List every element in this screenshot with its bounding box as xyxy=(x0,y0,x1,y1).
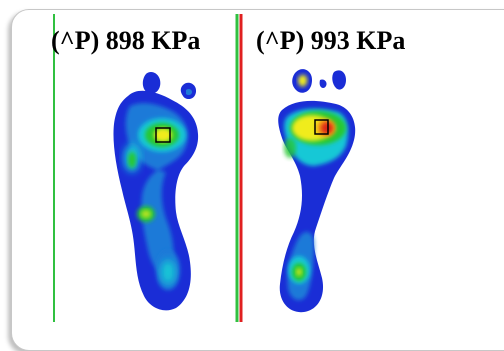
left-peak-pressure-label: (^P) 898 KPa xyxy=(51,26,201,55)
left-footprint xyxy=(113,72,199,311)
right-footprint xyxy=(278,69,356,313)
peak-marker-left xyxy=(155,127,171,143)
pressure-footprints xyxy=(53,14,356,322)
peak-marker-right xyxy=(314,119,329,135)
right-peak-pressure-label: (^P) 993 KPa xyxy=(256,26,406,55)
slide-frame xyxy=(11,9,504,351)
